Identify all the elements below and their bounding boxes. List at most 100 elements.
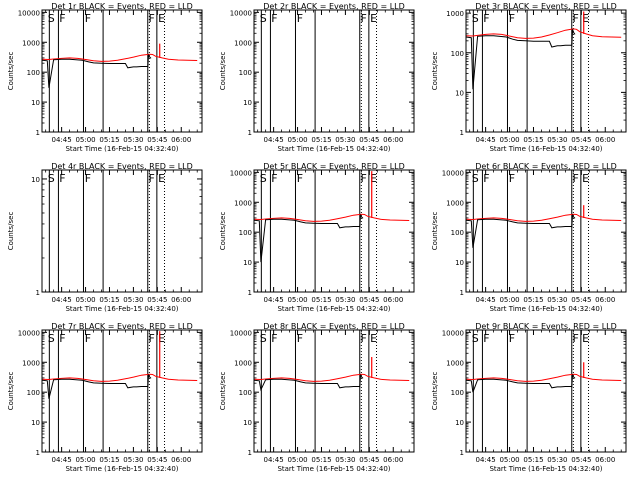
series-events-line bbox=[465, 214, 576, 248]
flag-letter: E bbox=[582, 172, 589, 185]
x-tick-label: 05:30 bbox=[335, 136, 355, 144]
plot-frame bbox=[41, 169, 203, 293]
x-tick-label: 05:30 bbox=[123, 136, 143, 144]
x-tick-label: 06:00 bbox=[383, 136, 403, 144]
x-axis-label: Start Time (16-Feb-15 04:32:40) bbox=[65, 305, 178, 313]
y-tick-label: 10 bbox=[243, 259, 252, 267]
flag-letter: F bbox=[297, 12, 303, 25]
x-tick-label: 05:00 bbox=[287, 296, 307, 304]
y-tick-label: 10000 bbox=[442, 169, 464, 177]
flag-letter: S bbox=[48, 172, 55, 185]
flag-letter: E bbox=[158, 332, 165, 345]
y-tick-label: 1 bbox=[460, 449, 464, 457]
x-tick-label: 05:15 bbox=[99, 136, 119, 144]
x-tick-label: 06:00 bbox=[171, 456, 191, 464]
plot-frame bbox=[253, 169, 415, 293]
panel-title: Det 3r BLACK = Events, RED = LLD bbox=[475, 2, 617, 11]
x-axis-label: Start Time (16-Feb-15 04:32:40) bbox=[65, 465, 178, 473]
y-tick-label: 10000 bbox=[230, 169, 252, 177]
chart-panel-9: Det 9r BLACK = Events, RED = LLD 1 10 100 10… bbox=[431, 322, 627, 473]
flag-letter: F bbox=[149, 332, 155, 345]
flag-letter: F bbox=[271, 172, 277, 185]
flag-letter: F bbox=[509, 12, 515, 25]
flag-letter: S bbox=[472, 332, 479, 345]
chart-panel-3: Det 3r BLACK = Events, RED = LLD 1 10 100 10… bbox=[431, 2, 627, 153]
x-tick-label: 05:15 bbox=[311, 136, 331, 144]
x-tick-label: 04:45 bbox=[476, 456, 496, 464]
flag-letter: E bbox=[370, 12, 377, 25]
x-axis-label: Start Time (16-Feb-15 04:32:40) bbox=[489, 465, 602, 473]
flag-letter: F bbox=[85, 12, 91, 25]
x-tick-label: 05:45 bbox=[359, 136, 379, 144]
flag-letter: F bbox=[149, 172, 155, 185]
panel-title: Det 4r BLACK = Events, RED = LLD bbox=[51, 162, 193, 171]
y-tick-label: 1 bbox=[36, 129, 40, 137]
flag-letter: F bbox=[573, 172, 579, 185]
chart-panel-8: Det 8r BLACK = Events, RED = LLD 1 10 100 10… bbox=[219, 322, 415, 473]
y-tick-label: 1000 bbox=[22, 359, 40, 367]
x-axis-label: Start Time (16-Feb-15 04:32:40) bbox=[277, 305, 390, 313]
flag-letter: F bbox=[59, 172, 65, 185]
plot-frame bbox=[465, 169, 627, 293]
flag-letter: F bbox=[297, 332, 303, 345]
x-axis-label: Start Time (16-Feb-15 04:32:40) bbox=[489, 305, 602, 313]
flag-letter: F bbox=[361, 332, 367, 345]
x-tick-label: 05:15 bbox=[99, 296, 119, 304]
x-tick-label: 06:00 bbox=[595, 136, 615, 144]
series-events-line bbox=[41, 54, 152, 88]
x-tick-label: 05:45 bbox=[571, 456, 591, 464]
y-axis-label: Counts/sec bbox=[7, 372, 15, 411]
x-tick-label: 04:45 bbox=[264, 296, 284, 304]
y-tick-label: 10000 bbox=[230, 329, 252, 337]
x-tick-label: 06:00 bbox=[595, 296, 615, 304]
flag-letter: S bbox=[260, 12, 267, 25]
x-tick-label: 05:00 bbox=[499, 296, 519, 304]
x-axis-label: Start Time (16-Feb-15 04:32:40) bbox=[277, 145, 390, 153]
x-tick-label: 05:00 bbox=[75, 296, 95, 304]
y-tick-label: 10 bbox=[243, 419, 252, 427]
flag-letter: F bbox=[59, 332, 65, 345]
series-events-line bbox=[465, 29, 576, 90]
series-events-line bbox=[253, 374, 364, 392]
flag-letter: F bbox=[361, 172, 367, 185]
x-tick-label: 05:45 bbox=[147, 296, 167, 304]
plot-frame bbox=[41, 329, 203, 453]
x-tick-label: 05:30 bbox=[335, 456, 355, 464]
series-events-line bbox=[253, 214, 364, 263]
flag-letter: F bbox=[59, 12, 65, 25]
series-lld-line bbox=[253, 213, 410, 222]
x-tick-label: 05:45 bbox=[147, 136, 167, 144]
x-tick-label: 04:45 bbox=[476, 296, 496, 304]
x-tick-label: 05:45 bbox=[359, 456, 379, 464]
series-lld-line bbox=[465, 213, 622, 222]
chart-panel-2: Det 2r BLACK = Events, RED = LLD 1 10 100 10… bbox=[219, 2, 415, 153]
panel-title: Det 8r BLACK = Events, RED = LLD bbox=[263, 322, 405, 331]
y-tick-label: 1 bbox=[460, 289, 464, 297]
plot-frame bbox=[253, 9, 415, 133]
y-tick-label: 1 bbox=[36, 289, 40, 297]
flag-letter: S bbox=[260, 332, 267, 345]
x-tick-label: 04:45 bbox=[52, 136, 72, 144]
flag-letter: F bbox=[85, 172, 91, 185]
y-axis-label: Counts/sec bbox=[431, 212, 439, 251]
flag-letter: F bbox=[85, 332, 91, 345]
chart-panel-6: Det 6r BLACK = Events, RED = LLD 1 10 100 10… bbox=[431, 162, 627, 313]
flag-letter: E bbox=[158, 172, 165, 185]
x-tick-label: 06:00 bbox=[383, 296, 403, 304]
y-tick-label: 10 bbox=[243, 99, 252, 107]
panel-title: Det 6r BLACK = Events, RED = LLD bbox=[475, 162, 617, 171]
chart-panel-1: Det 1r BLACK = Events, RED = LLD 1 10 100 10… bbox=[7, 2, 203, 153]
series-events-line bbox=[41, 374, 152, 399]
flag-letter: S bbox=[260, 172, 267, 185]
y-tick-label: 10000 bbox=[18, 9, 40, 17]
y-tick-label: 1000 bbox=[446, 199, 464, 207]
x-tick-label: 06:00 bbox=[171, 296, 191, 304]
y-axis-label: Counts/sec bbox=[7, 52, 15, 91]
panel-title: Det 2r BLACK = Events, RED = LLD bbox=[263, 2, 405, 11]
x-tick-label: 05:30 bbox=[335, 296, 355, 304]
y-tick-label: 10 bbox=[455, 259, 464, 267]
y-tick-label: 1000 bbox=[234, 199, 252, 207]
x-tick-label: 05:45 bbox=[571, 136, 591, 144]
y-axis-label: Counts/sec bbox=[7, 212, 15, 251]
